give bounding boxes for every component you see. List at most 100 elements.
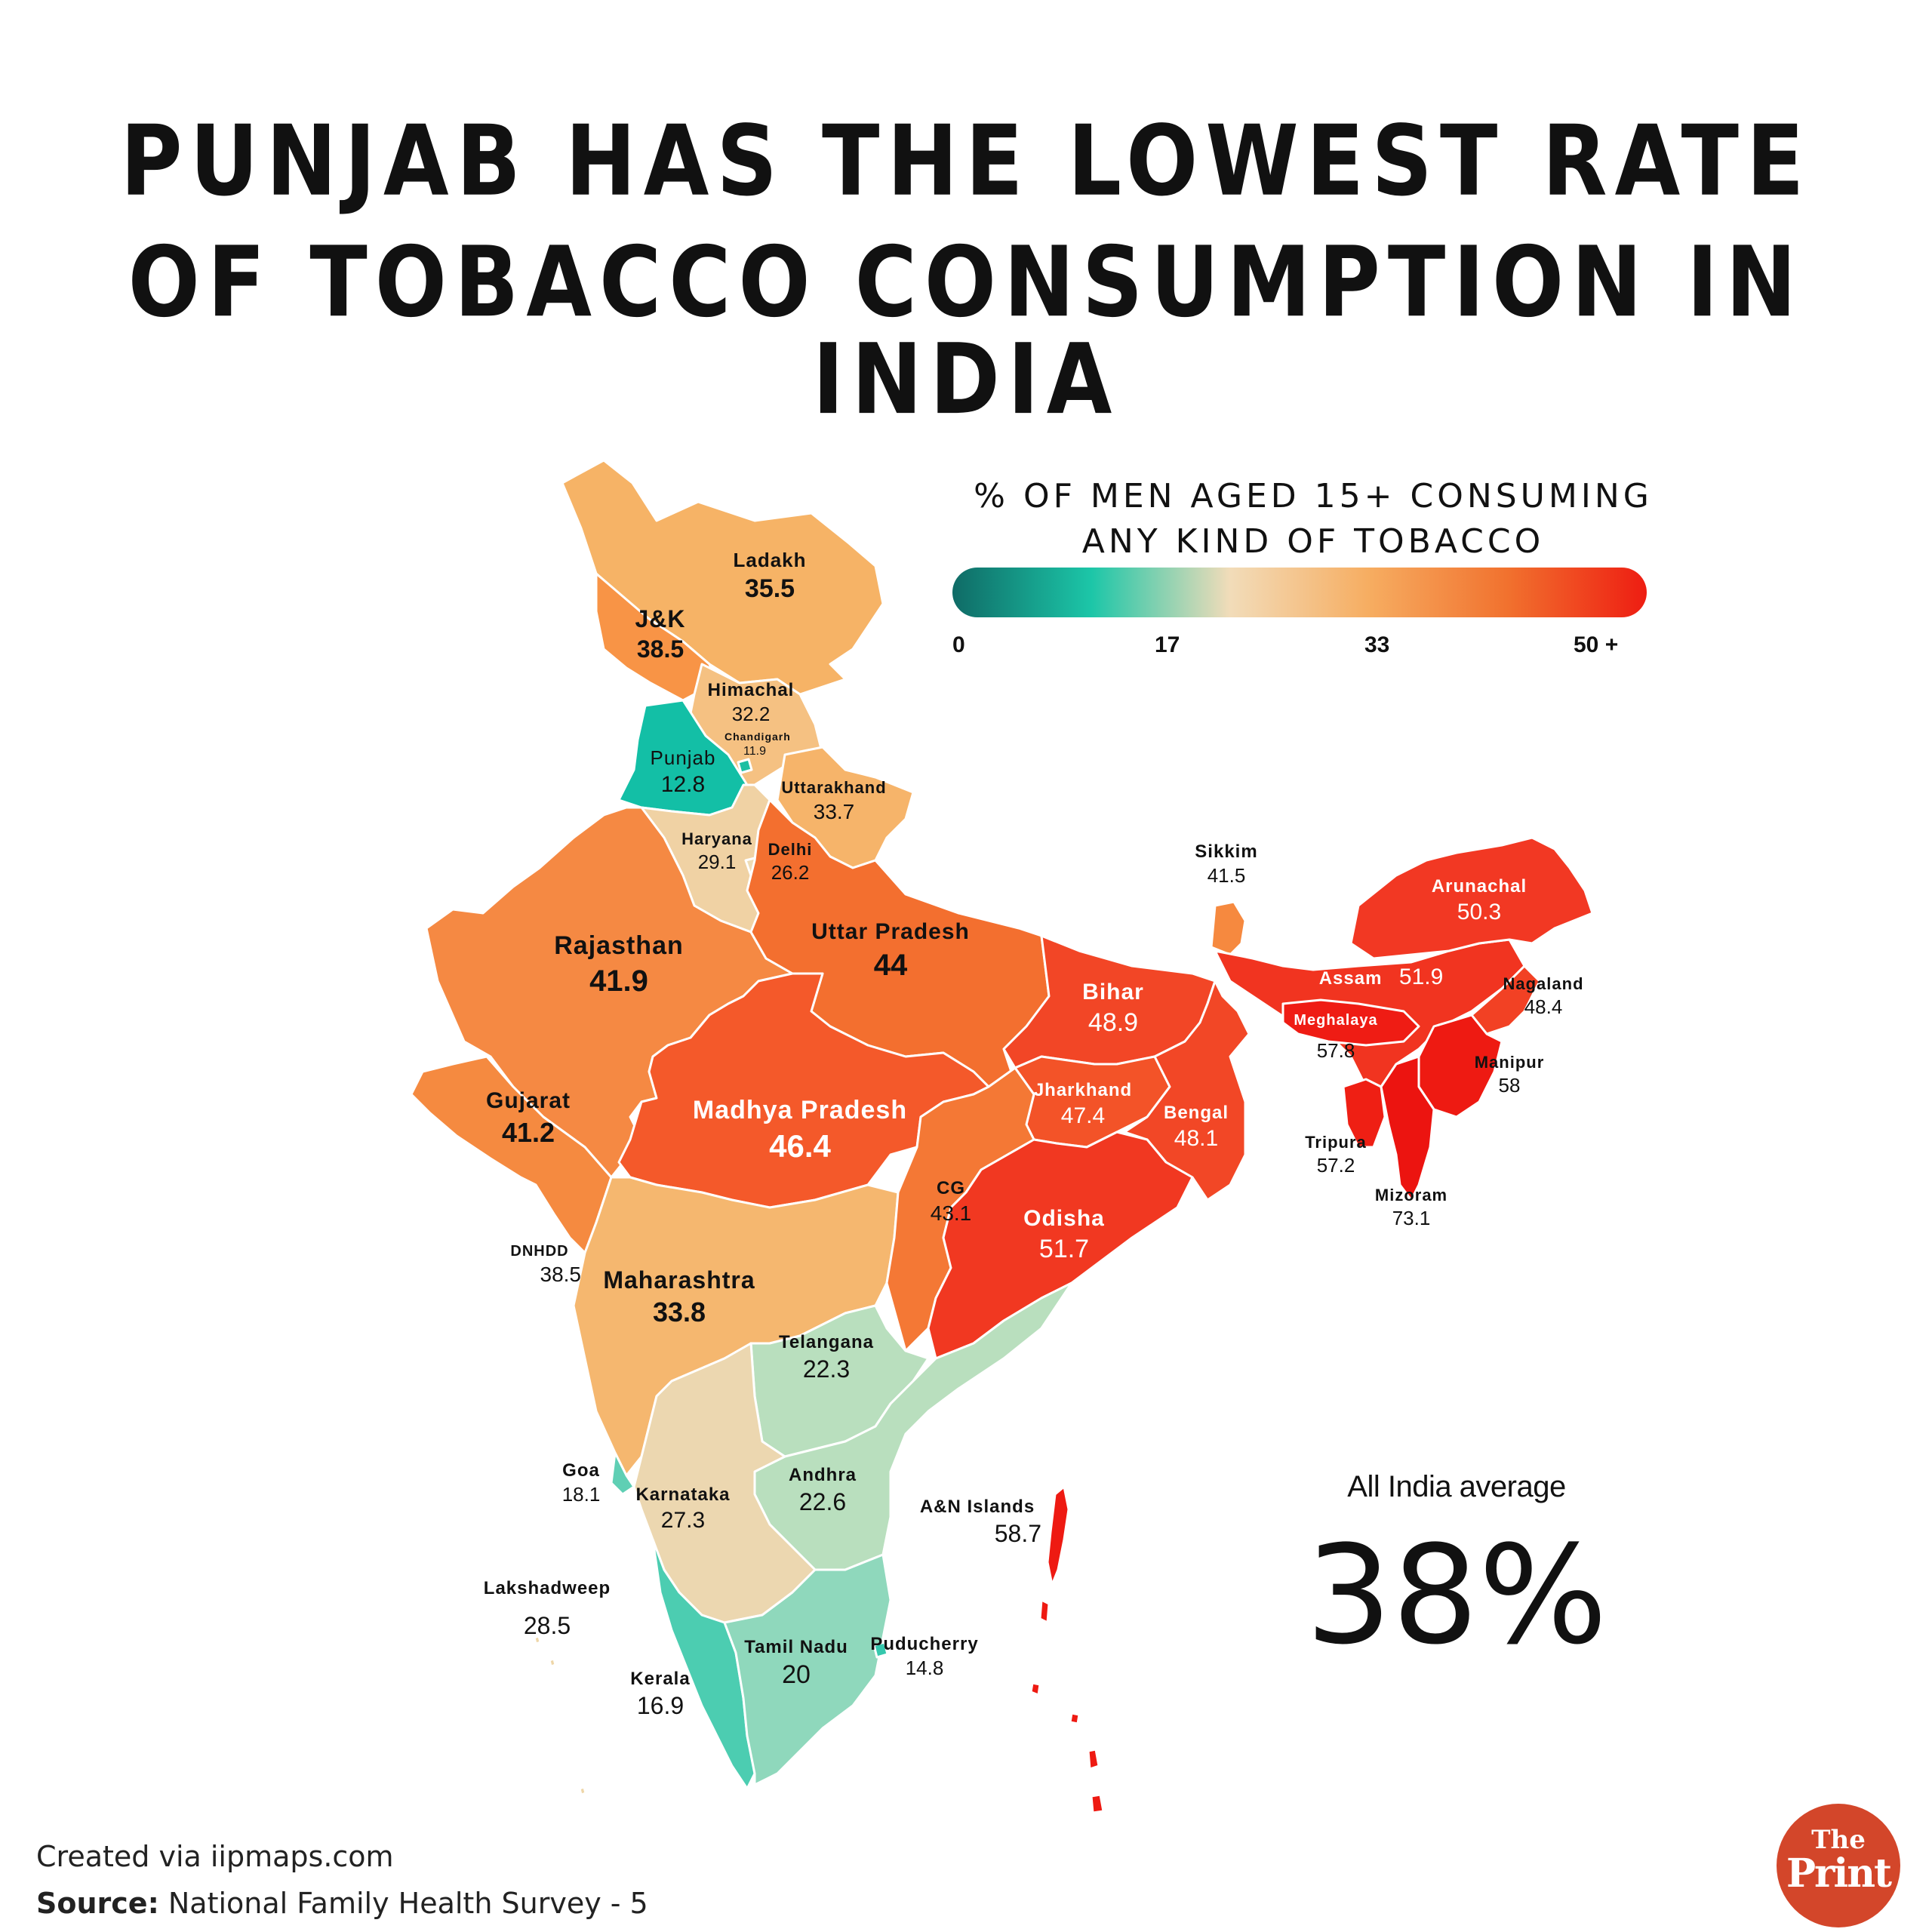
label-jk: J&K 38.5 — [615, 604, 706, 664]
label-tamil-nadu: Tamil Nadu 20 — [740, 1636, 853, 1691]
label-an-islands: A&N Islands 58.7 — [913, 1496, 1041, 1549]
label-delhi-name: Delhi — [768, 840, 813, 859]
region-mizoram — [1380, 1055, 1435, 1201]
label-punjab-name: Punjab — [650, 746, 716, 769]
label-maharashtra: Maharashtra 33.8 — [589, 1265, 770, 1329]
label-rajasthan-value: 41.9 — [589, 964, 648, 998]
label-jk-name: J&K — [635, 605, 686, 632]
label-goa-value: 18.1 — [561, 1483, 601, 1506]
label-dnhdd: DNHDD 38.5 — [498, 1242, 581, 1287]
label-bihar-name: Bihar — [1082, 980, 1144, 1004]
region-gujarat — [410, 1055, 613, 1254]
credit-line: Created via iipmaps.com — [36, 1840, 394, 1873]
legend-tick-17: 17 — [1155, 632, 1180, 657]
label-telangana-name: Telangana — [779, 1332, 874, 1352]
region-puducherry — [872, 1641, 889, 1659]
label-mizoram-name: Mizoram — [1374, 1186, 1448, 1204]
label-tripura-name: Tripura — [1305, 1133, 1367, 1152]
logo-the: The — [1811, 1825, 1866, 1855]
region-odisha — [927, 1131, 1194, 1360]
label-chandigarh-value: 11.9 — [743, 744, 766, 758]
label-uttar-pradesh-value: 44 — [873, 948, 908, 982]
label-rajasthan: Rajasthan 41.9 — [528, 930, 709, 1000]
label-bengal-value: 48.1 — [1174, 1126, 1219, 1151]
label-jk-value: 38.5 — [636, 635, 685, 663]
label-assam-value: 51.9 — [1398, 964, 1444, 989]
label-kerala-name: Kerala — [630, 1669, 691, 1689]
label-delhi: Delhi 26.2 — [756, 839, 824, 884]
legend-title: % OF MEN AGED 15+ CONSUMING ANY KIND OF … — [951, 474, 1675, 565]
legend-color-bar — [952, 568, 1647, 617]
label-kerala: Kerala 16.9 — [619, 1668, 702, 1721]
label-meghalaya-name: Meghalaya — [1294, 1012, 1378, 1029]
region-lakshadweep — [533, 1635, 587, 1796]
label-an-islands-value: 58.7 — [994, 1520, 1041, 1547]
label-arunachal: Arunachal 50.3 — [1419, 875, 1540, 927]
label-odisha-name: Odisha — [1023, 1206, 1105, 1231]
label-punjab: Punjab 12.8 — [641, 746, 724, 798]
label-kerala-value: 16.9 — [636, 1692, 685, 1719]
region-meghalaya — [1281, 998, 1420, 1047]
region-tamil-nadu — [723, 1553, 892, 1786]
label-gujarat: Gujarat 41.2 — [460, 1087, 596, 1149]
label-ladakh-value: 35.5 — [744, 574, 795, 603]
label-sikkim-name: Sikkim — [1195, 841, 1258, 862]
label-himachal-value: 32.2 — [731, 703, 771, 725]
label-andhra-name: Andhra — [789, 1465, 857, 1485]
label-ladakh: Ladakh 35.5 — [709, 548, 830, 605]
label-karnataka-value: 27.3 — [660, 1508, 706, 1533]
label-lakshadweep-name: Lakshadweep — [483, 1578, 611, 1598]
label-ladakh-name: Ladakh — [733, 549, 807, 571]
label-haryana-value: 29.1 — [697, 850, 737, 873]
label-nagaland-name: Nagaland — [1503, 974, 1584, 993]
label-manipur: Manipur 58 — [1472, 1052, 1547, 1097]
label-sikkim-value: 41.5 — [1207, 864, 1246, 887]
label-an-islands-name: A&N Islands — [919, 1497, 1035, 1517]
theprint-logo: The Print — [1777, 1804, 1900, 1927]
label-uttar-pradesh: Uttar Pradesh 44 — [792, 918, 989, 984]
label-telangana-value: 22.3 — [802, 1355, 851, 1383]
region-bengal — [1123, 980, 1251, 1201]
label-arunachal-value: 50.3 — [1457, 900, 1502, 924]
label-bengal-name: Bengal — [1163, 1103, 1229, 1123]
label-uttarakhand: Uttarakhand 33.7 — [777, 777, 891, 825]
label-haryana-name: Haryana — [681, 829, 752, 848]
region-arunachal — [1349, 836, 1594, 960]
legend-tick-50: 50 + — [1574, 632, 1619, 657]
label-bihar-value: 48.9 — [1088, 1008, 1139, 1037]
label-haryana: Haryana 29.1 — [675, 829, 758, 874]
source-text: National Family Health Survey - 5 — [168, 1887, 648, 1920]
label-mizoram-value: 73.1 — [1392, 1206, 1431, 1229]
title-line-2: OF TOBACCO CONSUMPTION IN INDIA — [128, 226, 1804, 437]
region-chandigarh — [737, 758, 753, 774]
label-gujarat-value: 41.2 — [501, 1116, 555, 1148]
label-himachal: Himachal 32.2 — [702, 679, 800, 727]
label-dnhdd-value: 38.5 — [540, 1263, 582, 1286]
region-an-islands — [1029, 1485, 1105, 1814]
label-chhattisgarh-name: CG — [937, 1178, 965, 1198]
label-uttarakhand-value: 33.7 — [813, 799, 855, 823]
label-goa-name: Goa — [562, 1460, 600, 1481]
label-dnhdd-name: DNHDD — [510, 1243, 569, 1260]
label-meghalaya-value-box: 57.8 — [1298, 1038, 1374, 1063]
label-lakshadweep: Lakshadweep 28.5 — [475, 1577, 619, 1641]
region-goa — [610, 1451, 635, 1496]
label-madhya-pradesh: Madhya Pradesh 46.4 — [679, 1094, 921, 1166]
title-line-1: PUNJAB HAS THE LOWEST RATE — [120, 105, 1812, 218]
label-bengal: Bengal 48.1 — [1155, 1102, 1238, 1153]
label-tamil-nadu-name: Tamil Nadu — [744, 1637, 848, 1657]
label-maharashtra-value: 33.8 — [652, 1297, 706, 1327]
legend-tick-0: 0 — [952, 632, 965, 657]
label-andhra-value: 22.6 — [798, 1488, 847, 1515]
label-rajasthan-name: Rajasthan — [554, 931, 684, 960]
label-telangana: Telangana 22.3 — [770, 1331, 883, 1384]
region-tripura — [1342, 1078, 1386, 1149]
label-madhya-pradesh-value: 46.4 — [769, 1128, 831, 1164]
label-manipur-name: Manipur — [1474, 1053, 1545, 1072]
label-uttarakhand-name: Uttarakhand — [781, 778, 887, 797]
label-odisha: Odisha 51.7 — [1011, 1204, 1117, 1265]
label-manipur-value: 58 — [1498, 1073, 1521, 1097]
label-bihar: Bihar 48.9 — [1057, 978, 1170, 1038]
label-karnataka-name: Karnataka — [635, 1484, 731, 1505]
